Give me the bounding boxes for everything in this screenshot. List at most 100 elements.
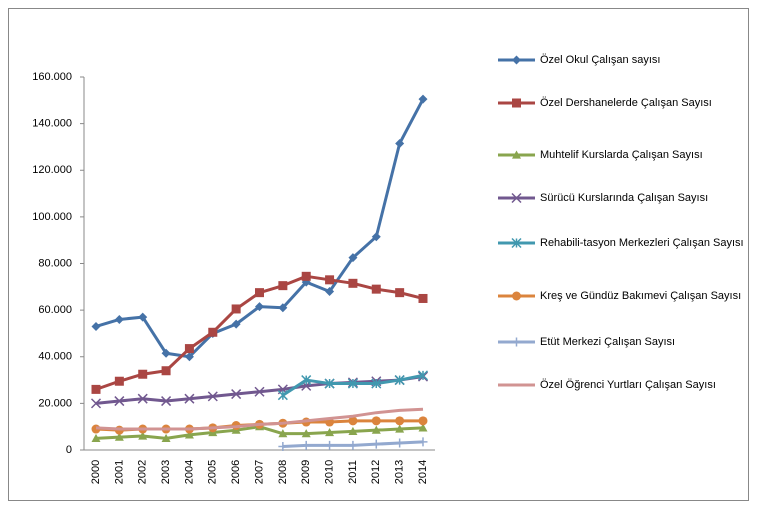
marker bbox=[184, 352, 194, 362]
marker bbox=[255, 302, 264, 312]
marker bbox=[371, 378, 382, 389]
legend-label: Özel Dershanelerde Çalışan Sayısı bbox=[540, 97, 712, 109]
marker bbox=[324, 378, 335, 389]
marker bbox=[277, 390, 288, 401]
marker bbox=[395, 416, 405, 426]
marker bbox=[325, 428, 335, 437]
x-tick-label: 2011 bbox=[347, 460, 359, 484]
marker bbox=[347, 378, 358, 389]
marker bbox=[371, 416, 381, 426]
legend-marker bbox=[512, 337, 521, 347]
marker bbox=[325, 275, 335, 285]
marker bbox=[138, 369, 148, 379]
marker bbox=[325, 440, 335, 450]
marker bbox=[418, 416, 428, 426]
marker bbox=[348, 426, 358, 435]
legend-marker bbox=[512, 98, 521, 108]
y-tick-label: 0 bbox=[66, 444, 72, 456]
marker bbox=[90, 398, 102, 409]
marker bbox=[371, 425, 381, 434]
legend-label: Rehabili-tasyon Merkezleri Çalışan Sayıs… bbox=[540, 237, 744, 249]
x-tick-label: 2003 bbox=[160, 460, 172, 484]
legend-marker bbox=[511, 192, 522, 204]
marker bbox=[371, 439, 381, 449]
y-tick-label: 40.000 bbox=[38, 351, 72, 363]
x-tick-label: 2014 bbox=[417, 460, 429, 484]
x-tick-label: 2004 bbox=[183, 460, 195, 484]
marker bbox=[395, 138, 405, 148]
marker bbox=[184, 430, 194, 439]
legend-marker bbox=[512, 55, 521, 65]
marker bbox=[418, 423, 428, 432]
marker bbox=[161, 348, 171, 358]
marker bbox=[114, 432, 124, 441]
marker bbox=[161, 366, 171, 376]
marker bbox=[418, 437, 428, 447]
marker bbox=[114, 314, 124, 324]
y-tick-label: 60.000 bbox=[38, 304, 72, 316]
marker bbox=[394, 375, 405, 386]
marker bbox=[371, 232, 381, 242]
series-line bbox=[95, 407, 424, 431]
legend-marker bbox=[512, 291, 521, 301]
marker bbox=[91, 433, 101, 442]
y-tick-label: 120.000 bbox=[32, 164, 72, 176]
marker bbox=[301, 375, 312, 386]
y-tick-label: 140.000 bbox=[32, 118, 72, 130]
marker bbox=[371, 284, 381, 294]
y-tick-label: 100.000 bbox=[32, 211, 72, 223]
marker bbox=[301, 429, 311, 438]
marker bbox=[418, 94, 428, 104]
legend-label: Sürücü Kurslarında Çalışan Sayısı bbox=[540, 192, 709, 204]
marker bbox=[418, 293, 428, 303]
marker bbox=[395, 438, 405, 448]
legend-label: Kreş ve Gündüz Bakımevi Çalışan Sayısı bbox=[540, 290, 742, 302]
x-tick-label: 2000 bbox=[90, 460, 102, 484]
marker bbox=[255, 288, 264, 298]
legend-label: Özel Öğrenci Yurtları Çalışan Sayısı bbox=[540, 379, 716, 391]
marker bbox=[114, 376, 124, 386]
marker bbox=[254, 386, 265, 397]
marker bbox=[231, 319, 241, 329]
x-tick-label: 2005 bbox=[207, 460, 219, 484]
y-tick-label: 80.000 bbox=[38, 257, 72, 269]
legend-marker bbox=[512, 150, 521, 159]
marker bbox=[231, 389, 242, 400]
marker bbox=[184, 393, 195, 404]
marker bbox=[301, 271, 311, 281]
marker bbox=[325, 286, 335, 296]
marker bbox=[348, 440, 358, 450]
marker bbox=[91, 321, 101, 331]
marker bbox=[138, 312, 148, 322]
marker bbox=[278, 303, 288, 313]
marker bbox=[301, 440, 311, 450]
marker bbox=[137, 393, 148, 404]
x-tick-label: 2009 bbox=[300, 460, 312, 484]
marker bbox=[208, 327, 218, 337]
legend-label: Özel Okul Çalışan sayısı bbox=[540, 54, 661, 66]
marker bbox=[114, 396, 125, 407]
marker bbox=[348, 278, 358, 288]
marker bbox=[91, 384, 101, 394]
x-tick-label: 2001 bbox=[113, 460, 125, 484]
marker bbox=[161, 433, 171, 442]
marker bbox=[207, 391, 218, 402]
marker bbox=[417, 370, 429, 381]
marker bbox=[184, 344, 194, 354]
marker bbox=[348, 416, 358, 426]
marker bbox=[231, 304, 241, 314]
legend-marker bbox=[511, 237, 522, 249]
legend-label: Etüt Merkezi Çalışan Sayısı bbox=[540, 336, 676, 348]
marker bbox=[395, 424, 405, 433]
legend-label: Muhtelif Kurslarda Çalışan Sayısı bbox=[540, 149, 703, 161]
marker bbox=[395, 288, 405, 298]
x-tick-label: 2002 bbox=[137, 460, 149, 484]
y-tick-label: 20.000 bbox=[38, 397, 72, 409]
marker bbox=[348, 253, 358, 263]
x-tick-label: 2012 bbox=[370, 460, 382, 484]
y-tick-label: 160.000 bbox=[32, 71, 72, 83]
x-tick-label: 2010 bbox=[323, 460, 335, 484]
x-tick-label: 2013 bbox=[394, 460, 406, 484]
